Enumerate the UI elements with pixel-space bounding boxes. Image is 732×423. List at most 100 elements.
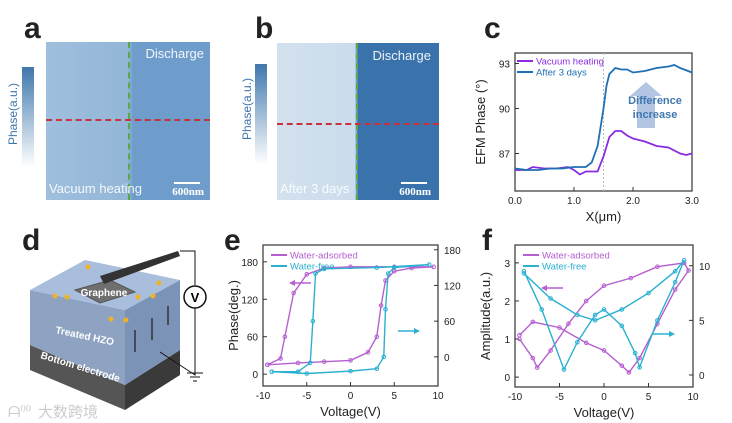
f-xlabel: Voltage(V) bbox=[574, 405, 635, 420]
f-ytick-label: 3 bbox=[504, 259, 510, 270]
e-data-point bbox=[291, 290, 296, 296]
f-data-point bbox=[521, 271, 527, 276]
scale-bar-b bbox=[401, 182, 427, 184]
e-xtick-label: 5 bbox=[391, 391, 397, 402]
f-xtick-label: 0 bbox=[601, 392, 607, 403]
e-data-point bbox=[374, 334, 380, 340]
e-data-point bbox=[265, 362, 270, 368]
f-legend-label: Water-adsorbed bbox=[542, 251, 610, 262]
scale-text-a: 600nm bbox=[172, 186, 204, 198]
e-data-point bbox=[426, 262, 432, 267]
e-y2tick-label: 120 bbox=[444, 281, 461, 292]
afm-image-vacuum-heating: Discharge Vacuum heating 600nm bbox=[46, 42, 210, 200]
e-data-point bbox=[374, 265, 380, 270]
e-ylabel: Phase(deg.) bbox=[226, 280, 241, 351]
panel-c-label: c bbox=[484, 12, 501, 45]
c-ylabel: EFM Phase (°) bbox=[473, 79, 488, 164]
e-data-point bbox=[365, 350, 371, 355]
f-y2tick-label: 10 bbox=[699, 262, 711, 273]
e-data-point bbox=[321, 266, 327, 272]
e-left-arrow-icon bbox=[289, 280, 295, 286]
e-data-point bbox=[269, 369, 275, 375]
e-legend-label: Water-free bbox=[290, 262, 335, 273]
f-data-point bbox=[592, 312, 598, 318]
e-y2tick-label: 180 bbox=[444, 246, 461, 257]
c-series-line bbox=[514, 64, 693, 171]
e-data-point bbox=[295, 360, 301, 366]
f-data-point bbox=[637, 355, 642, 361]
f-xtick-label: -10 bbox=[508, 392, 523, 403]
f-data-point bbox=[601, 348, 607, 353]
c-xtick-label: 2.0 bbox=[626, 196, 640, 207]
e-data-point bbox=[381, 354, 387, 360]
f-series-line bbox=[518, 262, 690, 374]
e-data-point bbox=[374, 366, 380, 372]
f-data-point bbox=[548, 296, 553, 301]
e-xtick-label: 10 bbox=[432, 391, 444, 402]
f-data-point bbox=[583, 340, 589, 346]
c-increase-arrow-icon bbox=[630, 82, 662, 128]
e-data-point bbox=[383, 306, 388, 312]
f-data-point bbox=[575, 312, 580, 318]
f-data-point bbox=[619, 363, 625, 368]
e-xtick-label: 0 bbox=[348, 391, 354, 402]
f-series-line bbox=[523, 259, 685, 372]
sample-label-a: Vacuum heating bbox=[49, 181, 142, 196]
f-data-point bbox=[628, 275, 634, 281]
c-legend-label: Vacuum heating bbox=[536, 57, 604, 68]
f-data-point bbox=[601, 283, 607, 289]
f-data-point bbox=[655, 264, 660, 269]
f-data-point bbox=[646, 290, 651, 296]
e-data-point bbox=[282, 334, 288, 340]
f-y2tick-label: 5 bbox=[699, 316, 705, 327]
f-data-point bbox=[575, 339, 580, 345]
scale-text-b: 600nm bbox=[399, 186, 431, 198]
discharge-label-a: Discharge bbox=[145, 46, 204, 61]
f-ytick-label: 0 bbox=[504, 373, 510, 384]
e-legend-label: Water-adsorbed bbox=[290, 251, 358, 262]
c-xtick-label: 0.0 bbox=[508, 196, 522, 207]
e-y2tick-label: 0 bbox=[444, 353, 450, 364]
f-left-arrow-icon bbox=[541, 285, 547, 291]
e-xlabel: Voltage(V) bbox=[320, 404, 381, 419]
f-data-point bbox=[566, 321, 571, 327]
c-annotation-line2: increase bbox=[633, 109, 678, 121]
e-data-point bbox=[391, 265, 397, 270]
f-data-point bbox=[637, 365, 642, 370]
f-data-point bbox=[601, 307, 607, 312]
c-xlabel: X(μm) bbox=[586, 209, 622, 224]
e-xtick-label: -5 bbox=[302, 391, 311, 402]
e-data-point bbox=[348, 368, 353, 374]
panel-f-label: f bbox=[482, 224, 492, 257]
e-right-arrow-icon bbox=[414, 328, 420, 334]
e-ytick-label: 180 bbox=[241, 258, 258, 269]
f-data-point bbox=[534, 365, 540, 370]
e-data-point bbox=[310, 318, 316, 324]
e-data-point bbox=[278, 356, 283, 361]
c-ytick-label: 87 bbox=[499, 150, 511, 161]
discharge-label-b: Discharge bbox=[372, 48, 431, 63]
e-ytick-label: 120 bbox=[241, 295, 258, 306]
e-data-point bbox=[378, 303, 384, 308]
panel-b-label: b bbox=[255, 12, 274, 45]
e-series-line bbox=[267, 266, 434, 366]
f-data-point bbox=[686, 268, 691, 273]
f-data-point bbox=[530, 355, 536, 361]
c-xtick-label: 3.0 bbox=[685, 196, 699, 207]
f-data-point bbox=[583, 298, 589, 304]
e-data-point bbox=[321, 359, 327, 364]
f-data-point bbox=[539, 307, 545, 312]
f-data-point bbox=[548, 348, 553, 353]
f-data-point bbox=[557, 325, 562, 330]
e-data-point bbox=[295, 369, 301, 375]
e-data-point bbox=[307, 360, 313, 366]
e-y2tick-label: 60 bbox=[444, 317, 456, 328]
f-data-point bbox=[619, 323, 625, 329]
f-data-point bbox=[681, 257, 687, 263]
e-series-line bbox=[271, 263, 430, 375]
f-right-arrow-icon bbox=[669, 331, 675, 337]
f-y2tick-label: 0 bbox=[699, 371, 705, 382]
f-data-point bbox=[530, 319, 536, 325]
f-xtick-label: 10 bbox=[687, 392, 699, 403]
afm-image-after-3-days: Discharge After 3 days 600nm bbox=[277, 43, 439, 200]
